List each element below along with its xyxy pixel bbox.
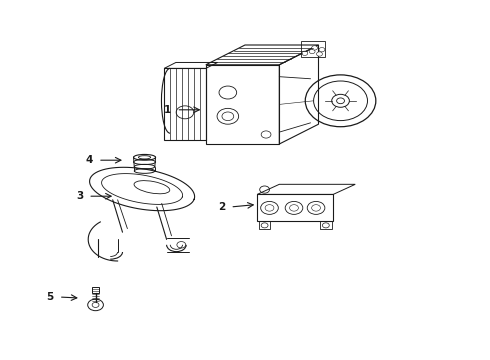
Text: 5: 5 bbox=[47, 292, 54, 302]
Text: 3: 3 bbox=[76, 191, 83, 201]
Circle shape bbox=[319, 48, 325, 52]
Text: 4: 4 bbox=[86, 155, 93, 165]
Text: 1: 1 bbox=[164, 105, 171, 115]
Circle shape bbox=[309, 49, 315, 54]
Circle shape bbox=[302, 51, 308, 55]
Circle shape bbox=[312, 46, 318, 50]
Text: 2: 2 bbox=[218, 202, 225, 212]
Circle shape bbox=[317, 52, 322, 56]
